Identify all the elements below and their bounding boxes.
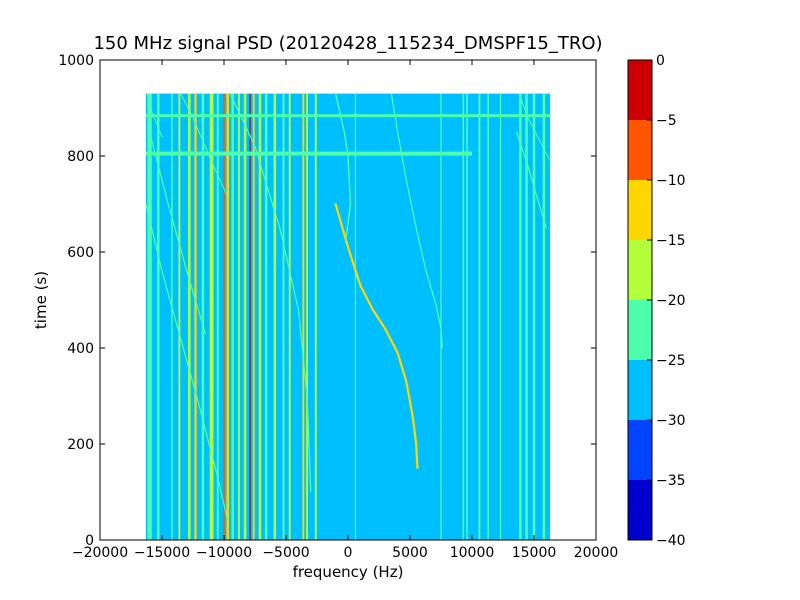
colorbar-tick-label: −10 xyxy=(656,173,686,189)
plot-area xyxy=(99,59,597,541)
signal-line xyxy=(243,93,247,540)
interference-band xyxy=(145,151,472,156)
colorbar-band xyxy=(628,300,652,360)
signal-line xyxy=(462,93,465,540)
signal-line xyxy=(354,93,357,540)
colorbar: −40 −35 −30 −25 −20 −15 −10 −5 0 xyxy=(627,53,686,549)
doppler-trace xyxy=(334,202,419,470)
doppler-trace xyxy=(515,131,548,229)
signal-line xyxy=(499,93,502,540)
signal-line xyxy=(249,93,251,540)
doppler-trace xyxy=(146,93,163,138)
signal-line xyxy=(258,93,262,540)
signal-line xyxy=(532,93,536,540)
y-tick-label: 600 xyxy=(67,245,94,261)
x-axis: −20000 −15000 −10000 −5000 0 5000 10000 15000 20… xyxy=(72,60,618,561)
signal-line xyxy=(178,93,181,540)
signal-line xyxy=(440,93,442,540)
doppler-trace xyxy=(145,203,229,522)
signal-line xyxy=(237,93,240,540)
y-tick-label: 1000 xyxy=(58,53,94,69)
signal-line xyxy=(288,93,291,540)
colorbar-band xyxy=(628,360,652,420)
colorbar-band xyxy=(628,180,652,240)
signal-line xyxy=(264,93,268,540)
heatmap-layer xyxy=(145,92,551,540)
signal-line xyxy=(252,93,255,540)
signal-line xyxy=(147,93,152,540)
y-tick-label: 200 xyxy=(67,437,94,453)
y-tick-label: 0 xyxy=(85,533,94,549)
signal-line xyxy=(194,93,197,540)
colorbar-tick-label: 0 xyxy=(656,53,665,69)
signal-line xyxy=(466,93,468,540)
colorbar-band xyxy=(628,120,652,180)
interference-band xyxy=(145,114,551,118)
colorbar-tick-label: −20 xyxy=(656,293,686,309)
signal-line xyxy=(519,93,522,540)
colorbar-tick-label: −25 xyxy=(656,353,686,369)
chart-title: 150 MHz signal PSD (20120428_115234_DMSP… xyxy=(93,33,602,54)
colorbar-tick-label: −40 xyxy=(656,533,686,549)
colorbar-tick-label: −30 xyxy=(656,413,686,429)
doppler-trace xyxy=(180,93,227,195)
colorbar-band xyxy=(628,480,652,540)
y-tick-label: 400 xyxy=(67,341,94,357)
x-tick-label: 0 xyxy=(344,545,353,561)
x-tick-label: −10000 xyxy=(196,545,252,561)
signal-line xyxy=(282,93,285,540)
x-tick-label: 15000 xyxy=(512,545,557,561)
doppler-trace xyxy=(334,92,352,244)
colorbar-band xyxy=(628,240,652,300)
colorbar-tick-label: −5 xyxy=(656,113,677,129)
x-tick-label: 10000 xyxy=(450,545,495,561)
colorbar-band xyxy=(628,60,652,120)
signal-line xyxy=(231,93,234,540)
y-axis: 0 200 400 600 800 1000 xyxy=(58,53,596,549)
signal-line xyxy=(201,93,205,540)
signal-line xyxy=(487,93,489,540)
signal-line xyxy=(273,93,277,540)
x-tick-label: −15000 xyxy=(134,545,190,561)
signal-line xyxy=(314,93,317,540)
x-axis-label: frequency (Hz) xyxy=(293,563,404,581)
signal-line xyxy=(226,93,229,540)
signal-line xyxy=(525,93,528,540)
signal-line xyxy=(306,93,309,540)
signal-line xyxy=(216,93,219,540)
doppler-trace xyxy=(229,92,312,493)
y-tick-label: 800 xyxy=(67,149,94,165)
signal-line xyxy=(157,93,160,540)
signal-line xyxy=(188,93,191,540)
signal-line xyxy=(302,93,305,540)
doppler-trace xyxy=(518,93,551,162)
colorbar-tick-label: −15 xyxy=(656,233,686,249)
doppler-trace xyxy=(390,92,443,349)
doppler-trace xyxy=(149,131,206,335)
signal-line xyxy=(478,93,481,540)
y-axis-label: time (s) xyxy=(32,271,50,329)
colorbar-band xyxy=(628,420,652,480)
signal-line xyxy=(209,93,214,540)
signal-line xyxy=(223,93,225,540)
signal-line xyxy=(171,93,173,540)
x-tick-label: 20000 xyxy=(574,545,619,561)
colorbar-tick-label: −35 xyxy=(656,473,686,489)
x-tick-label: −5000 xyxy=(262,545,309,561)
x-tick-label: 5000 xyxy=(392,545,428,561)
x-tick-label: −20000 xyxy=(72,545,128,561)
signal-line xyxy=(542,93,546,540)
